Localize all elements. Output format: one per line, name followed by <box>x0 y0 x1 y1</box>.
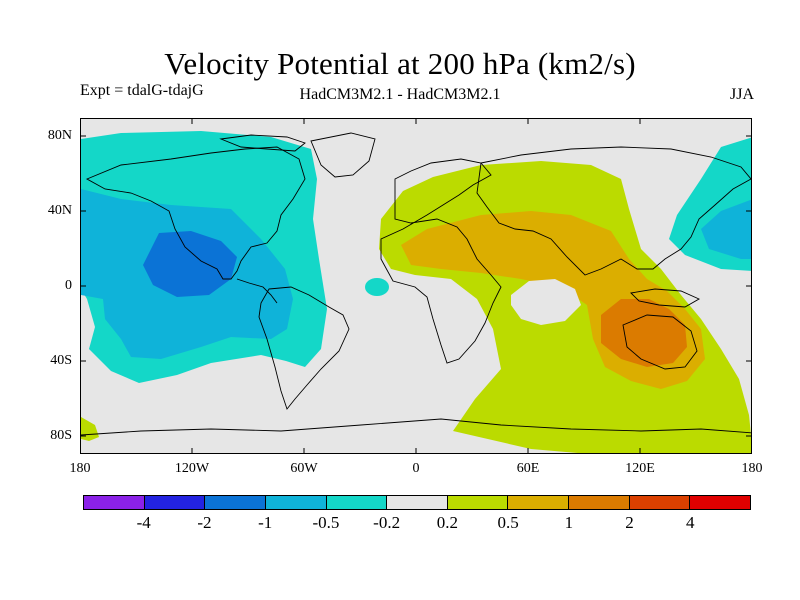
lat-label-80s: 80S <box>50 428 72 443</box>
map-panel <box>80 118 752 454</box>
colorbar-label: -2 <box>197 513 212 532</box>
colorbar-box <box>690 496 751 509</box>
colorbar-box <box>265 496 327 509</box>
lat-label-40n: 40N <box>47 203 72 218</box>
experiment-label: Expt = tdalG-tdajG <box>80 82 204 99</box>
lon-label-60e: 60E <box>516 461 540 476</box>
colorbar-box <box>84 496 145 509</box>
colorbar-label: -0.2 <box>373 513 401 532</box>
colorbar-label: -0.5 <box>312 513 340 532</box>
colorbar-box <box>326 496 388 509</box>
velocity-potential-map <box>81 119 751 453</box>
lon-label-180e: 180 <box>741 461 763 476</box>
colorbar-label: 2 <box>625 513 634 532</box>
colorbar-label: 0.2 <box>436 513 458 532</box>
model-label: HadCM3M2.1 - HadCM3M2.1 <box>299 86 501 103</box>
positive-anomaly <box>379 161 751 453</box>
lon-label-60w: 60W <box>290 461 318 476</box>
colorbar-box <box>508 496 570 509</box>
colorbar-label: 4 <box>686 513 695 532</box>
colorbar-box <box>569 496 630 509</box>
colorbar-label: 0.5 <box>497 513 519 532</box>
lon-label-120w: 120W <box>174 461 210 476</box>
colorbar-box <box>144 496 206 509</box>
colorbar <box>83 495 751 510</box>
lon-label-120e: 120E <box>625 461 655 476</box>
colorbar-label: 1 <box>564 513 574 532</box>
colorbar-box <box>447 496 509 509</box>
colorbar-label: -1 <box>258 513 273 532</box>
season-label: JJA <box>729 86 754 103</box>
chart-title: Velocity Potential at 200 hPa (km2/s) <box>164 46 636 81</box>
lat-label-0: 0 <box>65 278 72 293</box>
colorbar-label: -4 <box>136 513 151 532</box>
lon-label-0: 0 <box>412 461 420 476</box>
lon-label-180w: 180 <box>69 461 91 476</box>
negative-anomaly-east <box>669 137 751 271</box>
lat-label-40s: 40S <box>50 353 72 368</box>
colorbar-box <box>629 496 691 509</box>
colorbar-box <box>387 496 448 509</box>
colorbar-box <box>205 496 266 509</box>
lat-label-80n: 80N <box>47 128 72 143</box>
coastlines <box>81 132 751 436</box>
